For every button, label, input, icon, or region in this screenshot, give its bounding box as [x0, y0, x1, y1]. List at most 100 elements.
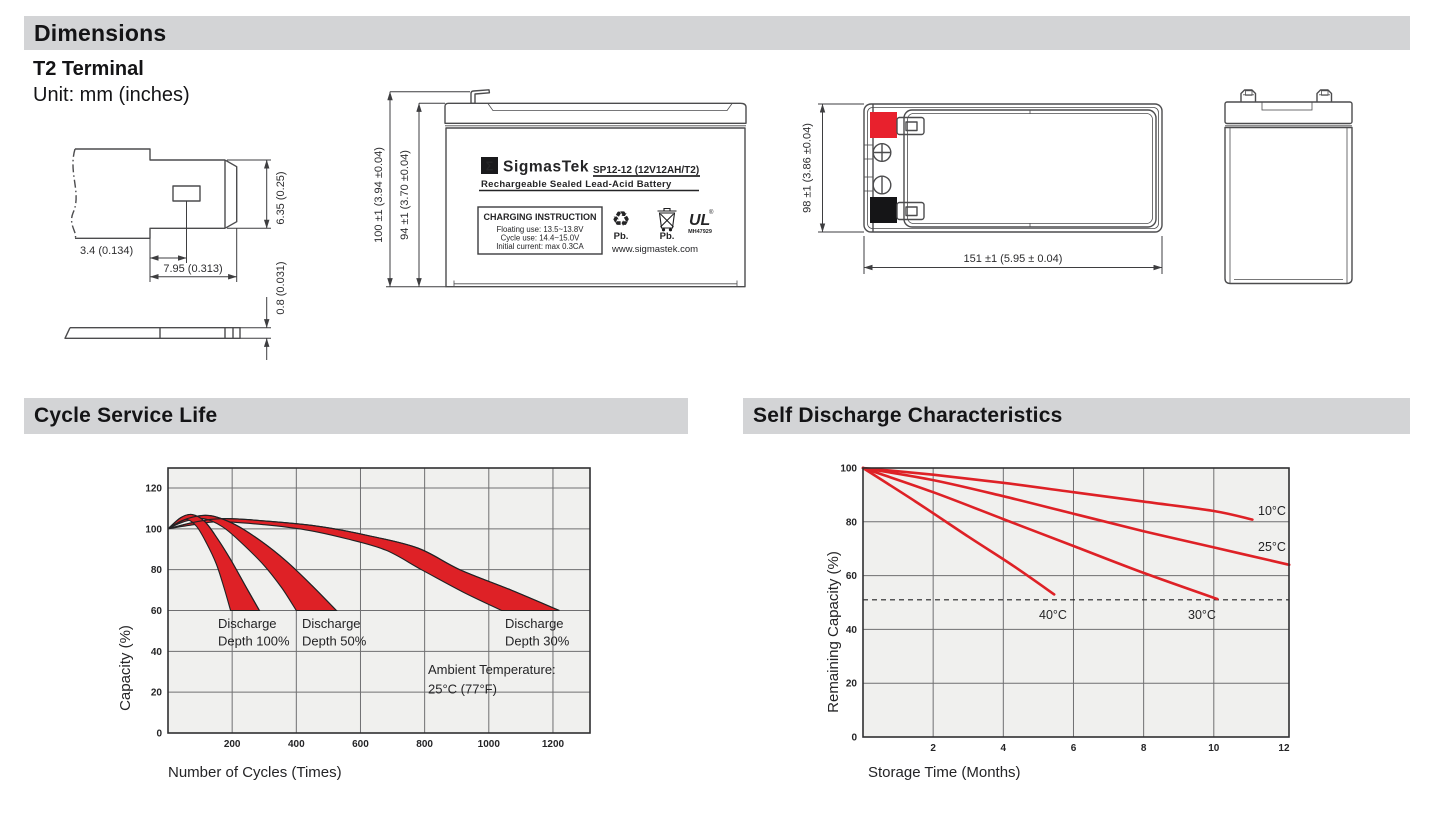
tick-label: 12 — [1278, 743, 1290, 754]
tick-label: 40 — [151, 647, 163, 658]
ul-mark-icon: UL — [689, 212, 710, 229]
battery-top-view: 98 ±1 (3.86 ±0.04) 151 ±1 (5.95 ± 0.04) — [802, 103, 1163, 274]
tick-label: 60 — [846, 571, 858, 582]
end-view-lid-notch — [1261, 101, 1313, 111]
battery-lid — [444, 102, 747, 124]
battery-body — [445, 127, 746, 288]
dim-top-width: 98 ±1 (3.86 ±0.04) — [802, 123, 814, 213]
tick-label: 2 — [930, 743, 936, 754]
dim-overall-height: 100 ±1 (3.94 ±0.04) — [373, 147, 385, 243]
tick-label: 4 — [1001, 743, 1007, 754]
annotation: Discharge Depth 100% — [218, 616, 290, 649]
dim-terminal-thickness: 0.8 (0.031) — [275, 261, 287, 314]
dim-terminal-height: 6.35 (0.25) — [275, 171, 287, 224]
section-title: Dimensions — [34, 19, 167, 46]
tick-label: 10 — [1208, 743, 1220, 754]
annotation: Discharge Depth 50% — [302, 616, 367, 649]
bin-pb-label: Pb. — [660, 231, 675, 242]
tick-label: 1200 — [542, 739, 565, 750]
battery-end-view — [1224, 89, 1353, 285]
screw-slot-icon — [872, 175, 892, 195]
charging-line-1: Floating use: 13.5~13.8V — [497, 225, 585, 234]
negative-faston-tab — [896, 201, 925, 221]
model-number: SP12-12 (12V12AH/T2) — [593, 165, 699, 176]
series-line — [861, 466, 1219, 601]
positive-faston-hole — [905, 121, 918, 132]
front-terminal-tab — [470, 89, 491, 104]
screw-cross-icon — [872, 143, 892, 163]
x-axis-title: Storage Time (Months) — [868, 764, 1021, 781]
band-outline — [167, 518, 560, 612]
series-label: 40°C — [1039, 608, 1067, 622]
top-view-outline — [863, 103, 1163, 233]
series-label: 10°C — [1258, 504, 1286, 518]
terminal-tab-outline — [75, 148, 238, 239]
x-axis-title: Number of Cycles (Times) — [168, 764, 342, 781]
section-header-dimensions: Dimensions — [24, 16, 1410, 50]
brand-name: SigmasTek — [503, 159, 589, 176]
charging-line-3: Initial current: max 0.3CA — [496, 242, 584, 251]
brand-logo-glyph: Σ — [486, 160, 494, 174]
series-label: 25°C — [1258, 540, 1286, 554]
battery-front-view: 100 ±1 (3.94 ±0.04) 94 ±1 (3.70 ±0.04) Σ… — [373, 89, 747, 288]
recycle-icon: ♻ — [612, 208, 631, 231]
section-header-self-discharge: Self Discharge Characteristics — [743, 398, 1410, 434]
y-axis-title: Capacity (%) — [117, 625, 134, 711]
section-header-cycle-service-life: Cycle Service Life — [24, 398, 688, 434]
plot-border — [167, 467, 591, 734]
positive-terminal — [870, 112, 897, 138]
tick-label: 200 — [224, 739, 241, 750]
tick-label: 400 — [288, 739, 305, 750]
dim-top-length: 151 ±1 (5.95 ± 0.04) — [964, 253, 1063, 265]
end-view-terminal — [1316, 89, 1333, 102]
brand-logo — [481, 157, 498, 174]
tick-label: 0 — [156, 729, 162, 740]
rail-notch — [863, 176, 874, 192]
battery-feet — [453, 280, 738, 287]
self-discharge-chart: 0 20 40 60 80 100 2 4 6 8 10 12 10°C 25°C 30°C 40°C Rema… — [825, 464, 1291, 781]
tick-label: 80 — [151, 565, 163, 576]
tick-label: 20 — [846, 679, 858, 690]
tick-label: 8 — [1141, 743, 1147, 754]
website-url: www.sigmastek.com — [611, 244, 698, 255]
recycle-pb-label: Pb. — [614, 231, 629, 242]
battery-type: Rechargeable Sealed Lead-Acid Battery — [481, 179, 672, 190]
rail-notch — [863, 144, 874, 160]
ul-code: MH47929 — [688, 229, 712, 235]
series-label: 30°C — [1188, 608, 1216, 622]
positive-faston-tab — [896, 116, 925, 136]
section-title: Cycle Service Life — [34, 404, 218, 427]
tick-label: 100 — [840, 464, 857, 475]
lid-recess-line — [487, 103, 733, 111]
tick-label: 20 — [151, 688, 163, 699]
break-line — [70, 148, 77, 239]
tick-label: 600 — [352, 739, 369, 750]
negative-terminal — [870, 197, 897, 223]
charging-line-2: Cycle use: 14.4~15.0V — [501, 234, 580, 243]
top-view-cavity — [903, 109, 1157, 228]
top-view-inner-wall — [867, 107, 1159, 229]
end-view-body — [1224, 126, 1353, 285]
tick-label: 0 — [851, 733, 857, 744]
terminal-dimple — [172, 185, 201, 202]
ul-registered-icon: ® — [709, 209, 714, 216]
negative-faston-hole — [905, 206, 918, 217]
bin-icon — [657, 207, 677, 232]
tick-label: 40 — [846, 625, 858, 636]
top-view-cavity-inner — [907, 113, 1153, 224]
series-line — [861, 466, 1056, 596]
terminal-dimension-drawing: 6.35 (0.25) 3.4 (0.134) 7.95 (0.313) 0.8… — [64, 148, 287, 360]
charging-title: CHARGING INSTRUCTION — [484, 212, 597, 222]
section-title: Self Discharge Characteristics — [753, 404, 1063, 427]
dim-terminal-offset: 3.4 (0.134) — [80, 245, 133, 257]
y-axis-title: Remaining Capacity (%) — [825, 551, 842, 713]
charging-instruction-box — [477, 206, 603, 255]
end-view-terminal — [1240, 89, 1257, 102]
end-view-body-detail — [1229, 127, 1348, 283]
series-line — [861, 466, 1254, 521]
unit-note: Unit: mm (inches) — [33, 84, 190, 106]
tick-label: 120 — [145, 483, 162, 494]
dim-terminal-width: 7.95 (0.313) — [163, 263, 222, 275]
tick-label: 100 — [145, 524, 162, 535]
